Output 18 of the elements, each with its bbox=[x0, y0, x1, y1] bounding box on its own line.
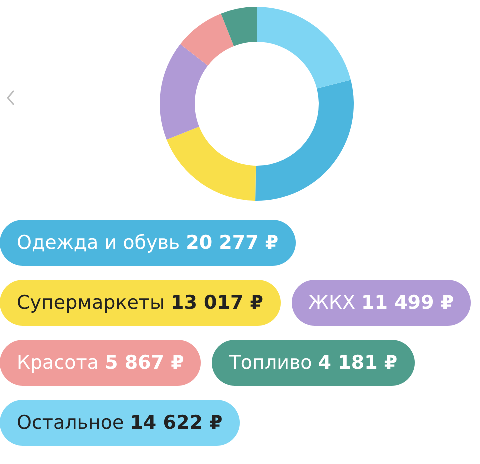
donut-slice bbox=[180, 14, 234, 66]
data-label: 11 499 ₽ bbox=[362, 292, 454, 314]
donut-slice bbox=[257, 7, 352, 89]
donut-slice bbox=[166, 126, 256, 201]
legend-label: ЖКХ bbox=[308, 292, 356, 314]
data-label: 20 277 ₽ bbox=[186, 232, 279, 254]
legend-label: Супермаркеты bbox=[17, 292, 165, 314]
data-label: 4 181 ₽ bbox=[318, 352, 398, 374]
legend-label: Топливо bbox=[229, 352, 312, 374]
donut-slice bbox=[221, 7, 257, 46]
legend-label: Красота bbox=[17, 352, 99, 374]
donut-slice bbox=[160, 44, 208, 140]
legend-label: Одежда и обувь bbox=[17, 232, 180, 254]
data-label: 13 017 ₽ bbox=[170, 292, 264, 314]
data-label: 5 867 ₽ bbox=[104, 352, 184, 374]
donut-slice bbox=[256, 80, 354, 201]
legend-label: Остальное bbox=[17, 412, 124, 434]
data-label: 14 622 ₽ bbox=[130, 412, 223, 434]
